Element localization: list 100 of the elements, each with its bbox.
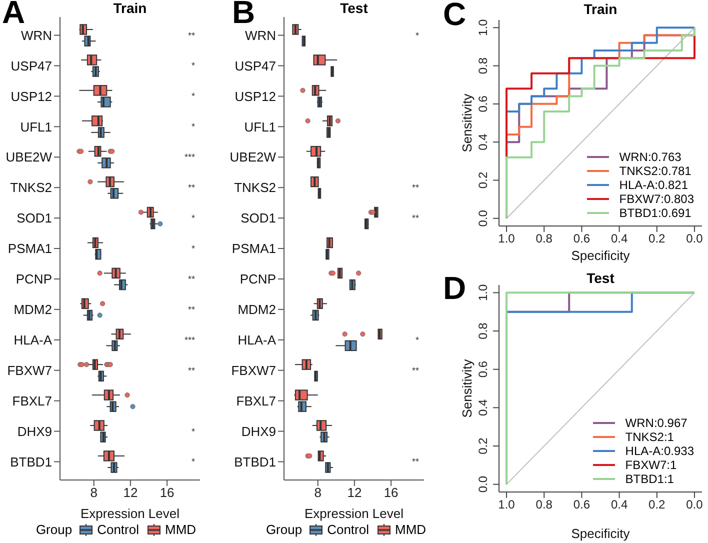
- text: **: [188, 365, 195, 376]
- chart-title: Test: [339, 0, 369, 16]
- legend-title: Group: [36, 522, 72, 537]
- legend-label: HLA-A:0.933: [625, 444, 694, 458]
- x-tick-label: 8: [90, 485, 98, 500]
- y-tick-label: MDM2: [238, 302, 276, 318]
- legend-label: BTBD1:1: [625, 472, 674, 486]
- text: *: [191, 213, 195, 224]
- legend-title: Group: [266, 522, 302, 537]
- x-tick-label: 1.0: [498, 232, 516, 246]
- y-tick-label: BTBD1: [234, 454, 276, 470]
- legend-label: Control: [326, 522, 369, 537]
- text: **: [188, 304, 195, 314]
- x-tick-label: 8: [314, 485, 322, 500]
- x-tick-label: 0.4: [610, 498, 628, 512]
- y-tick-label: FBXL7: [236, 393, 276, 408]
- y-tick-label: DHX9: [17, 424, 52, 439]
- y-tick-label: 0.4: [476, 133, 490, 150]
- y-tick-label: WRN: [20, 28, 52, 43]
- x-axis-title: Specificity: [571, 526, 630, 541]
- y-tick-label: MDM2: [14, 302, 52, 318]
- x-tick-label: 12: [347, 485, 362, 500]
- text: C: [443, 0, 466, 32]
- y-tick-label: UFL1: [244, 119, 276, 134]
- x-tick-label: 0.2: [648, 232, 666, 246]
- y-tick-label: HLA-A: [238, 332, 276, 348]
- legend-label: WRN:0.967: [625, 416, 688, 430]
- y-tick-label: 0.0: [476, 210, 490, 227]
- text: B: [232, 0, 256, 30]
- x-tick-label: 16: [160, 485, 174, 500]
- chart-title: Test: [586, 270, 616, 286]
- y-tick-label: USP47: [234, 58, 276, 74]
- text: ***: [412, 334, 419, 376]
- y-tick-label: PCNP: [240, 272, 276, 287]
- legend-label: MMD: [164, 522, 196, 537]
- y-tick-label: SOD1: [16, 210, 52, 226]
- y-tick-label: SOD1: [240, 210, 276, 226]
- y-tick-label: 0.4: [476, 399, 490, 416]
- x-axis-title: Specificity: [571, 248, 630, 263]
- text: ***: [188, 30, 195, 71]
- text: **: [188, 274, 195, 284]
- x-tick-label: 0.8: [536, 232, 553, 246]
- x-tick-label: 0.6: [573, 232, 590, 246]
- y-tick-label: 0.6: [476, 360, 490, 378]
- text: ***: [184, 152, 195, 162]
- y-tick-label: BTBD1: [10, 454, 52, 470]
- y-tick-label: TNKS2: [10, 180, 52, 196]
- y-tick-label: 0.2: [476, 437, 490, 454]
- x-tick-label: 0.0: [686, 498, 704, 512]
- y-tick-label: 0.2: [476, 172, 490, 189]
- legend-label: HLA-A:0.821: [619, 178, 688, 192]
- y-tick-label: FBXW7: [7, 362, 52, 378]
- text: **: [191, 91, 195, 132]
- text: *: [415, 30, 419, 40]
- legend-label: FBXW7:0.803: [619, 192, 694, 206]
- legend-label: BTBD1:0.691: [619, 206, 692, 220]
- x-tick-label: 0.4: [610, 232, 628, 246]
- x-axis-title: Expression Level: [304, 506, 404, 521]
- legend-label: TNKS2:1: [625, 430, 674, 444]
- legend-label: WRN:0.763: [619, 150, 682, 164]
- y-tick-label: 1.0: [476, 18, 490, 36]
- text: A: [2, 0, 26, 30]
- x-tick-label: 1.0: [498, 498, 516, 512]
- y-tick-label: UBE2W: [6, 150, 53, 165]
- y-axis-title: Sensitivity: [460, 358, 475, 418]
- x-tick-label: 0.2: [648, 498, 666, 512]
- y-tick-label: UFL1: [20, 119, 52, 134]
- x-tick-label: 0.6: [573, 498, 590, 512]
- y-tick-label: UBE2W: [230, 150, 277, 165]
- y-tick-label: USP12: [234, 88, 276, 104]
- y-tick-label: PSMA1: [232, 241, 276, 256]
- text: **: [188, 182, 195, 193]
- y-tick-label: PSMA1: [8, 241, 52, 256]
- legend-label: FBXW7:1: [625, 458, 677, 472]
- y-tick-label: TNKS2: [234, 180, 276, 196]
- y-tick-label: 0.8: [476, 322, 490, 340]
- text: ***: [184, 334, 195, 345]
- legend-label: TNKS2:0.781: [619, 164, 692, 178]
- legend-label: MMD: [394, 522, 426, 537]
- x-tick-label: 0.0: [686, 232, 704, 246]
- x-tick-label: 0.8: [536, 498, 553, 512]
- x-axis-title: Expression Level: [80, 506, 180, 521]
- text: **: [412, 213, 419, 224]
- text: **: [412, 182, 419, 193]
- y-tick-label: HLA-A: [14, 332, 52, 348]
- y-axis-title: Sensitivity: [460, 93, 475, 152]
- text: D: [443, 270, 466, 306]
- y-tick-label: DHX9: [241, 424, 276, 439]
- y-tick-label: FBXW7: [231, 362, 276, 378]
- y-tick-label: USP47: [10, 58, 52, 74]
- y-tick-label: USP12: [10, 88, 52, 104]
- y-tick-label: WRN: [244, 28, 276, 43]
- text: **: [412, 456, 419, 467]
- chart-title: Train: [112, 0, 148, 16]
- y-tick-label: 0.8: [476, 57, 490, 74]
- y-tick-label: 1.0: [476, 284, 490, 302]
- y-tick-label: 0.6: [476, 95, 490, 112]
- x-tick-label: 12: [123, 485, 138, 500]
- y-tick-label: PCNP: [16, 272, 52, 287]
- chart-title: Train: [582, 1, 618, 17]
